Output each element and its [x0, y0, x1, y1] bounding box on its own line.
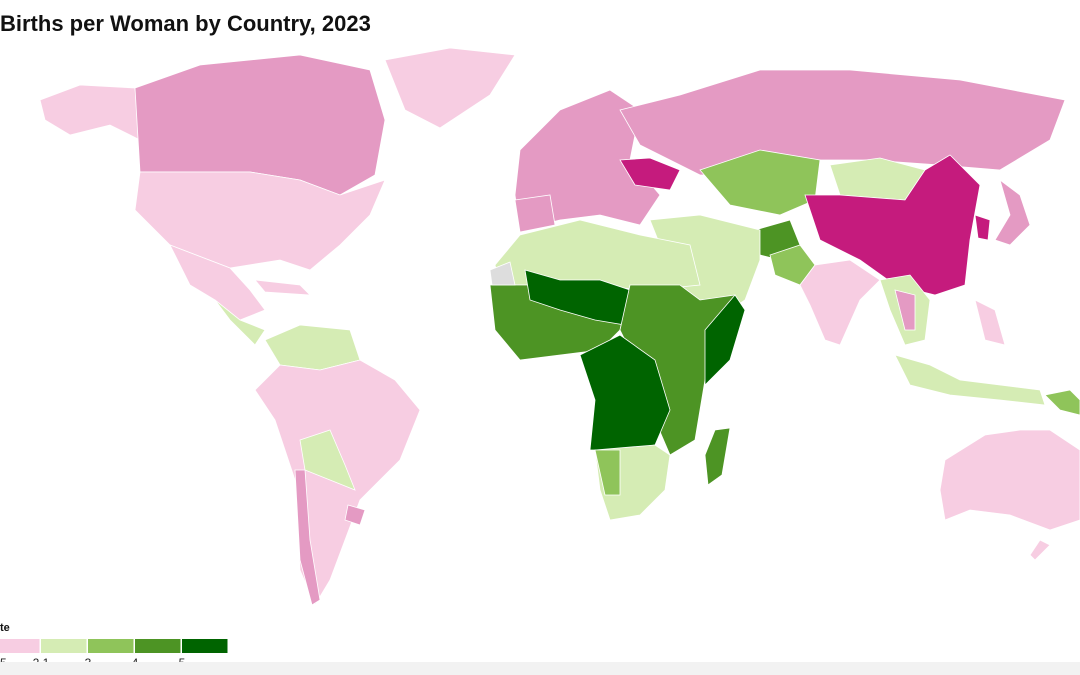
papua [1044, 389, 1080, 416]
madagascar [704, 427, 731, 486]
legend-swatch [0, 639, 40, 653]
indonesia [894, 354, 1046, 406]
iberia [514, 194, 556, 233]
thailand [894, 289, 916, 331]
china [804, 154, 981, 296]
india [799, 259, 881, 346]
caribbean [254, 279, 312, 296]
bottom-bar [0, 662, 1080, 675]
uruguay [344, 504, 366, 526]
namibia [594, 449, 621, 496]
world-map [39, 47, 1080, 606]
australia [939, 429, 1080, 531]
legend-swatch [182, 639, 228, 653]
japan [994, 178, 1031, 246]
philippines [974, 299, 1006, 346]
new-zealand [1029, 539, 1051, 561]
greenland [384, 47, 516, 129]
legend-title: te [0, 622, 10, 634]
alaska [39, 84, 141, 141]
korea [974, 214, 991, 241]
chile [294, 469, 321, 606]
ukraine [619, 157, 681, 191]
central-america [214, 299, 266, 346]
legend-swatch [41, 639, 87, 653]
mexico [169, 244, 266, 321]
russia [619, 69, 1066, 176]
western-sahara [489, 261, 516, 286]
somalia [704, 294, 746, 386]
legend-swatch [135, 639, 181, 653]
legend-swatch [88, 639, 134, 653]
map-title: Births per Woman by Country, 2023 [0, 11, 371, 36]
